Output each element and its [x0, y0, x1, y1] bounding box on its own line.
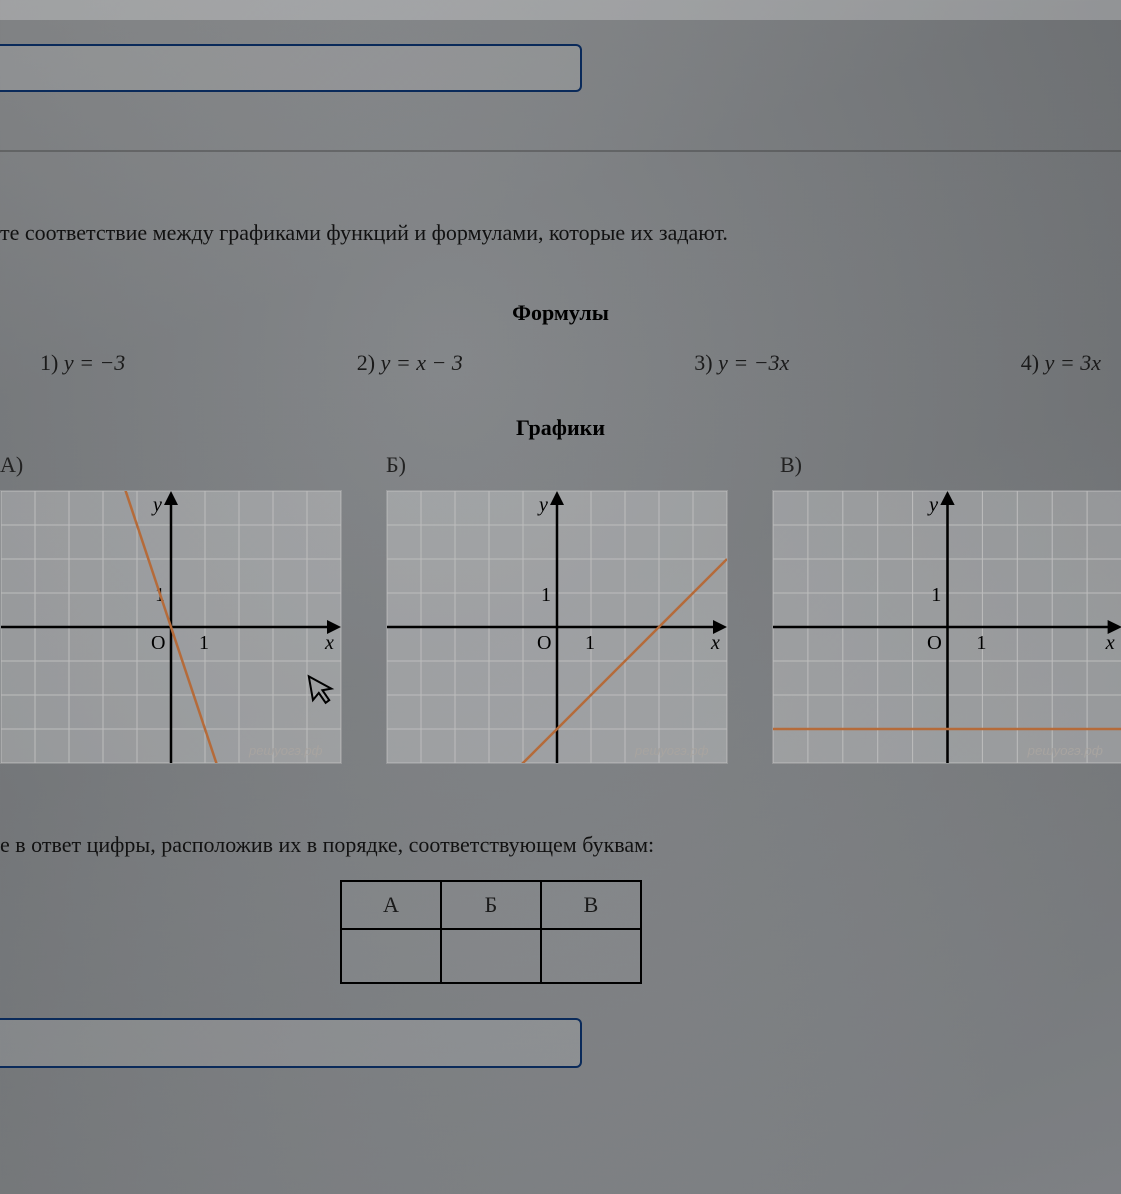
- graph-A: yxO11решуогэ.рф: [0, 490, 342, 764]
- formula-1-expr: y = −3: [64, 350, 125, 375]
- formulas-row: 1) y = −3 2) y = x − 3 3) y = −3x 4) y =…: [40, 350, 1101, 376]
- svg-text:x: x: [324, 632, 334, 654]
- formula-3-expr: y = −3x: [718, 350, 789, 375]
- svg-text:1: 1: [585, 632, 595, 654]
- heading-formulas: Формулы: [0, 300, 1121, 326]
- svg-text:y: y: [537, 494, 548, 516]
- answer-cell-B[interactable]: [441, 929, 541, 983]
- svg-text:1: 1: [199, 632, 209, 654]
- svg-text:решуогэ.рф: решуогэ.рф: [634, 743, 709, 758]
- answer-cell-V[interactable]: [541, 929, 641, 983]
- svg-text:x: x: [710, 632, 720, 654]
- formula-2-expr: y = x − 3: [381, 350, 463, 375]
- formula-4-expr: y = 3x: [1045, 350, 1101, 375]
- graph-label-A: А): [0, 452, 23, 478]
- svg-text:1: 1: [976, 632, 986, 654]
- heading-graphs: Графики: [0, 415, 1121, 441]
- svg-text:1: 1: [931, 584, 941, 606]
- formula-4-num: 4): [1021, 350, 1039, 375]
- answer-table: А Б В: [340, 880, 642, 984]
- answer-prompt: е в ответ цифры, расположив их в порядке…: [0, 832, 654, 858]
- cropped-top-strip: [0, 0, 1121, 20]
- svg-text:y: y: [151, 494, 162, 516]
- formula-4: 4) y = 3x: [1021, 350, 1101, 376]
- formula-2: 2) y = x − 3: [357, 350, 463, 376]
- graph-label-V: В): [780, 452, 802, 478]
- graph-V: y x O 1 1 решуогэ.рф: [772, 490, 1121, 764]
- svg-text:y: y: [927, 494, 938, 516]
- answer-header-B: Б: [441, 881, 541, 929]
- svg-text:O: O: [927, 632, 942, 654]
- answer-header-A: А: [341, 881, 441, 929]
- svg-text:решуогэ.рф: решуогэ.рф: [248, 743, 323, 758]
- graph-B: y x O 1 1 решуогэ.рф: [386, 490, 728, 764]
- answer-input-prev[interactable]: [0, 44, 582, 92]
- answer-input[interactable]: [0, 1018, 582, 1068]
- graph-label-B: Б): [386, 452, 406, 478]
- formula-3: 3) y = −3x: [694, 350, 789, 376]
- svg-text:O: O: [151, 632, 165, 654]
- formula-1-num: 1): [40, 350, 58, 375]
- answer-header-V: В: [541, 881, 641, 929]
- question-text: те соответствие между графиками функций …: [0, 220, 728, 246]
- svg-text:x: x: [1105, 632, 1115, 654]
- answer-cell-A[interactable]: [341, 929, 441, 983]
- svg-text:O: O: [537, 632, 551, 654]
- formula-3-num: 3): [694, 350, 712, 375]
- section-divider: [0, 150, 1121, 152]
- formula-2-num: 2): [357, 350, 375, 375]
- svg-text:1: 1: [541, 584, 551, 606]
- svg-text:решуогэ.рф: решуогэ.рф: [1027, 743, 1103, 758]
- formula-1: 1) y = −3: [40, 350, 125, 376]
